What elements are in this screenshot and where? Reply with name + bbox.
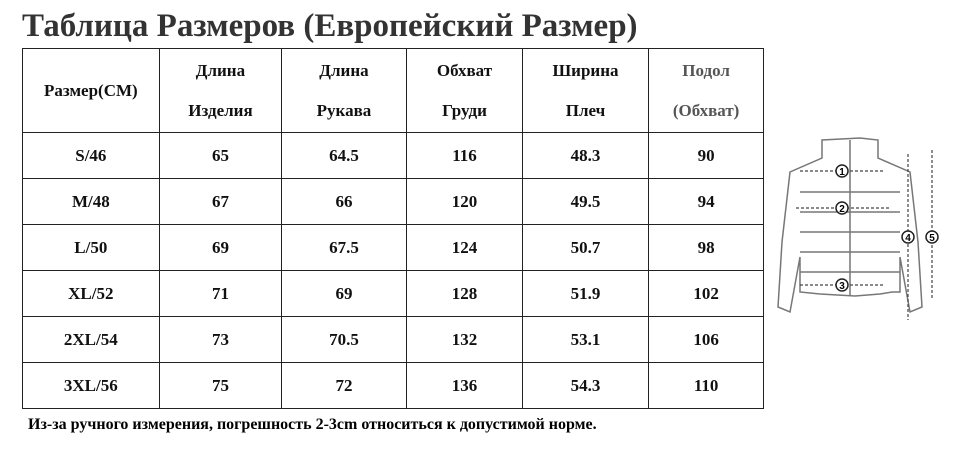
marker-circle bbox=[901, 230, 915, 244]
cell: 69 bbox=[158, 224, 283, 271]
marker-label: 3 bbox=[839, 281, 845, 292]
cell: L/50 bbox=[22, 224, 160, 271]
cell: 124 bbox=[405, 224, 524, 271]
marker-label: 1 bbox=[839, 167, 845, 178]
cell: S/46 bbox=[22, 132, 160, 179]
header-cell: Длина Изделия bbox=[158, 48, 283, 133]
cell: 49.5 bbox=[522, 178, 649, 225]
cell: 50.7 bbox=[522, 224, 649, 271]
jacket-diagram: 1 2 3 4 5 bbox=[777, 137, 939, 320]
header-cell: Длина Рукава bbox=[281, 48, 407, 133]
cell: 94 bbox=[647, 178, 765, 225]
cell: 69 bbox=[281, 270, 407, 317]
cell: 70.5 bbox=[281, 316, 407, 363]
header-line: (Обхват) bbox=[672, 100, 740, 120]
cell: 54.3 bbox=[522, 362, 649, 409]
header-line: Рукава bbox=[316, 100, 372, 120]
marker-circle bbox=[835, 278, 849, 292]
cell: 132 bbox=[405, 316, 524, 363]
header-cell: Размер(CM) bbox=[22, 48, 160, 133]
cell: M/48 bbox=[22, 178, 160, 225]
cell: 120 bbox=[405, 178, 524, 225]
header-line: Плеч bbox=[565, 100, 606, 120]
cell: 110 bbox=[647, 362, 765, 409]
cell: 67.5 bbox=[281, 224, 407, 271]
header-line: Длина bbox=[195, 60, 246, 80]
header-line: Обхват bbox=[436, 60, 493, 80]
header-line: Ширина bbox=[552, 60, 619, 80]
cell: XL/52 bbox=[22, 270, 160, 317]
cell: 2XL/54 bbox=[22, 316, 160, 363]
marker-label: 2 bbox=[839, 204, 845, 215]
marker-circle bbox=[835, 164, 849, 178]
header-line: Подол bbox=[682, 60, 730, 80]
header-line: Груди bbox=[442, 100, 487, 120]
header-line: Длина bbox=[319, 60, 369, 80]
cell: 102 bbox=[647, 270, 765, 317]
image-cell bbox=[763, 48, 961, 409]
header-line: Размер(CM) bbox=[43, 80, 138, 100]
marker-label: 4 bbox=[905, 233, 911, 244]
cell: 73 bbox=[158, 316, 283, 363]
cell: 64.5 bbox=[281, 132, 407, 179]
cell: 65 bbox=[158, 132, 283, 179]
cell: 51.9 bbox=[522, 270, 649, 317]
cell: 106 bbox=[647, 316, 765, 363]
header-cell: Обхват Груди bbox=[405, 48, 524, 133]
header-line: Изделия bbox=[188, 100, 253, 120]
title: Таблица Размеров (Европейский Размер) bbox=[22, 8, 638, 44]
size-table: Размер(CM) Длина Изделия Длина Рукава Обхват Г… bbox=[22, 48, 961, 409]
marker-label: 5 bbox=[929, 233, 935, 244]
header-cell: Ширина Плеч bbox=[522, 48, 649, 133]
marker-circle bbox=[925, 230, 939, 244]
cell: 75 bbox=[158, 362, 283, 409]
cell: 72 bbox=[281, 362, 407, 409]
cell: 3XL/56 bbox=[22, 362, 160, 409]
cell: 67 bbox=[158, 178, 283, 225]
cell: 116 bbox=[405, 132, 524, 179]
cell: 66 bbox=[281, 178, 407, 225]
cell: 53.1 bbox=[522, 316, 649, 363]
header-cell: Подол (Обхват) bbox=[647, 48, 765, 133]
marker-circle bbox=[835, 201, 849, 215]
cell: 71 bbox=[158, 270, 283, 317]
cell: 98 bbox=[647, 224, 765, 271]
cell: 48.3 bbox=[522, 132, 649, 179]
footer-note: Из-за ручного измерения, погрешность 2-3… bbox=[28, 416, 597, 433]
cell: 128 bbox=[405, 270, 524, 317]
cell: 90 bbox=[647, 132, 765, 179]
cell: 136 bbox=[405, 362, 524, 409]
